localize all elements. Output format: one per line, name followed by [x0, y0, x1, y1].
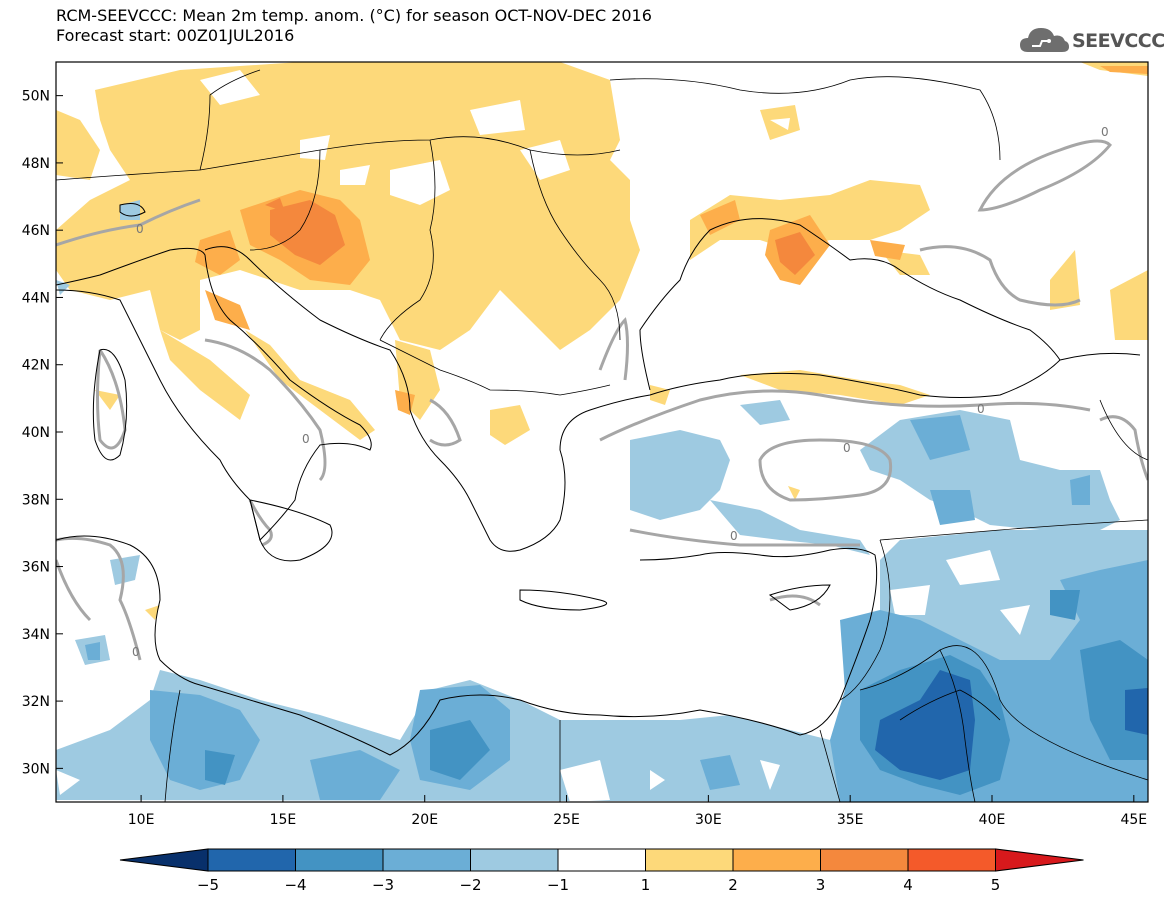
contour-label: 0 [730, 529, 738, 543]
colorbar-label: −3 [372, 876, 394, 894]
lat-tick-label: 48N [22, 156, 50, 172]
colorbar-max-arrow [995, 848, 1084, 872]
colorbar-label: −4 [284, 876, 306, 894]
country-borders [56, 69, 1148, 802]
forecast-start-label: Forecast start: 00Z01JUL2016 [56, 26, 295, 45]
contour-label: 0 [977, 402, 985, 416]
longitude-axis: 10E 15E 20E 25E 30E 35E 40E 45E [128, 795, 1147, 828]
lat-tick-label: 34N [22, 627, 50, 643]
colorbar: −5 −4 −3 −2 −1 1 2 3 4 5 [119, 848, 1084, 894]
coastlines [56, 203, 1141, 756]
contour-label: 0 [1101, 125, 1109, 139]
lon-tick-label: 45E [1120, 812, 1147, 828]
lon-tick-label: 30E [695, 812, 722, 828]
contour-labels: 0 0 0 0 0 0 0 [132, 125, 1109, 659]
colorbar-label: 5 [991, 876, 1001, 894]
colorbar-label: −5 [197, 876, 219, 894]
colorbar-min-arrow [119, 848, 209, 872]
colorbar-segment [820, 848, 909, 872]
lon-tick-label: 40E [979, 812, 1006, 828]
cool-field-holes [56, 440, 1060, 802]
contour-label: 0 [302, 432, 310, 446]
cool-anomaly-extreme [875, 670, 1148, 780]
lon-tick-label: 25E [553, 812, 580, 828]
neutral-patches [200, 70, 790, 205]
warm-anomaly-peak [265, 198, 815, 275]
colorbar-label: 3 [816, 876, 826, 894]
lat-tick-label: 38N [22, 492, 50, 508]
lat-tick-label: 50N [22, 89, 50, 105]
contour-label: 0 [132, 645, 140, 659]
cloud-icon [1020, 28, 1069, 52]
contour-label: 0 [843, 441, 851, 455]
colorbar-label: 2 [728, 876, 738, 894]
lat-tick-label: 36N [22, 560, 50, 576]
lat-tick-label: 30N [22, 761, 50, 777]
colorbar-segment [557, 848, 646, 872]
map-title: RCM-SEEVCCC: Mean 2m temp. anom. (°C) fo… [56, 6, 652, 25]
lon-tick-label: 15E [270, 812, 297, 828]
map-plot-area: 0 0 0 0 0 0 0 [56, 62, 1148, 802]
colorbar-label: 4 [903, 876, 913, 894]
lat-tick-label: 46N [22, 223, 50, 239]
colorbar-segment [382, 848, 471, 872]
colorbar-segment [732, 848, 821, 872]
seevccc-logo: SEEVCCC [1018, 22, 1165, 58]
lat-tick-label: 44N [22, 290, 50, 306]
colorbar-segment [295, 848, 384, 872]
colorbar-segment [645, 848, 734, 872]
lon-tick-label: 35E [837, 812, 864, 828]
colorbar-segment [207, 848, 296, 872]
logo-text: SEEVCCC [1072, 30, 1165, 52]
lat-tick-label: 42N [22, 358, 50, 374]
colorbar-label: 1 [641, 876, 651, 894]
latitude-axis: 50N 48N 46N 44N 42N 40N 38N 36N 34N 32N 30N [22, 89, 63, 777]
colorbar-label: −1 [547, 876, 569, 894]
colorbar-segment [907, 848, 996, 872]
lon-tick-label: 10E [128, 812, 155, 828]
colorbar-segment [470, 848, 559, 872]
lat-tick-label: 32N [22, 694, 50, 710]
colorbar-label: −2 [459, 876, 481, 894]
lon-tick-label: 20E [411, 812, 438, 828]
contour-label: 0 [136, 222, 144, 236]
lat-tick-label: 40N [22, 425, 50, 441]
